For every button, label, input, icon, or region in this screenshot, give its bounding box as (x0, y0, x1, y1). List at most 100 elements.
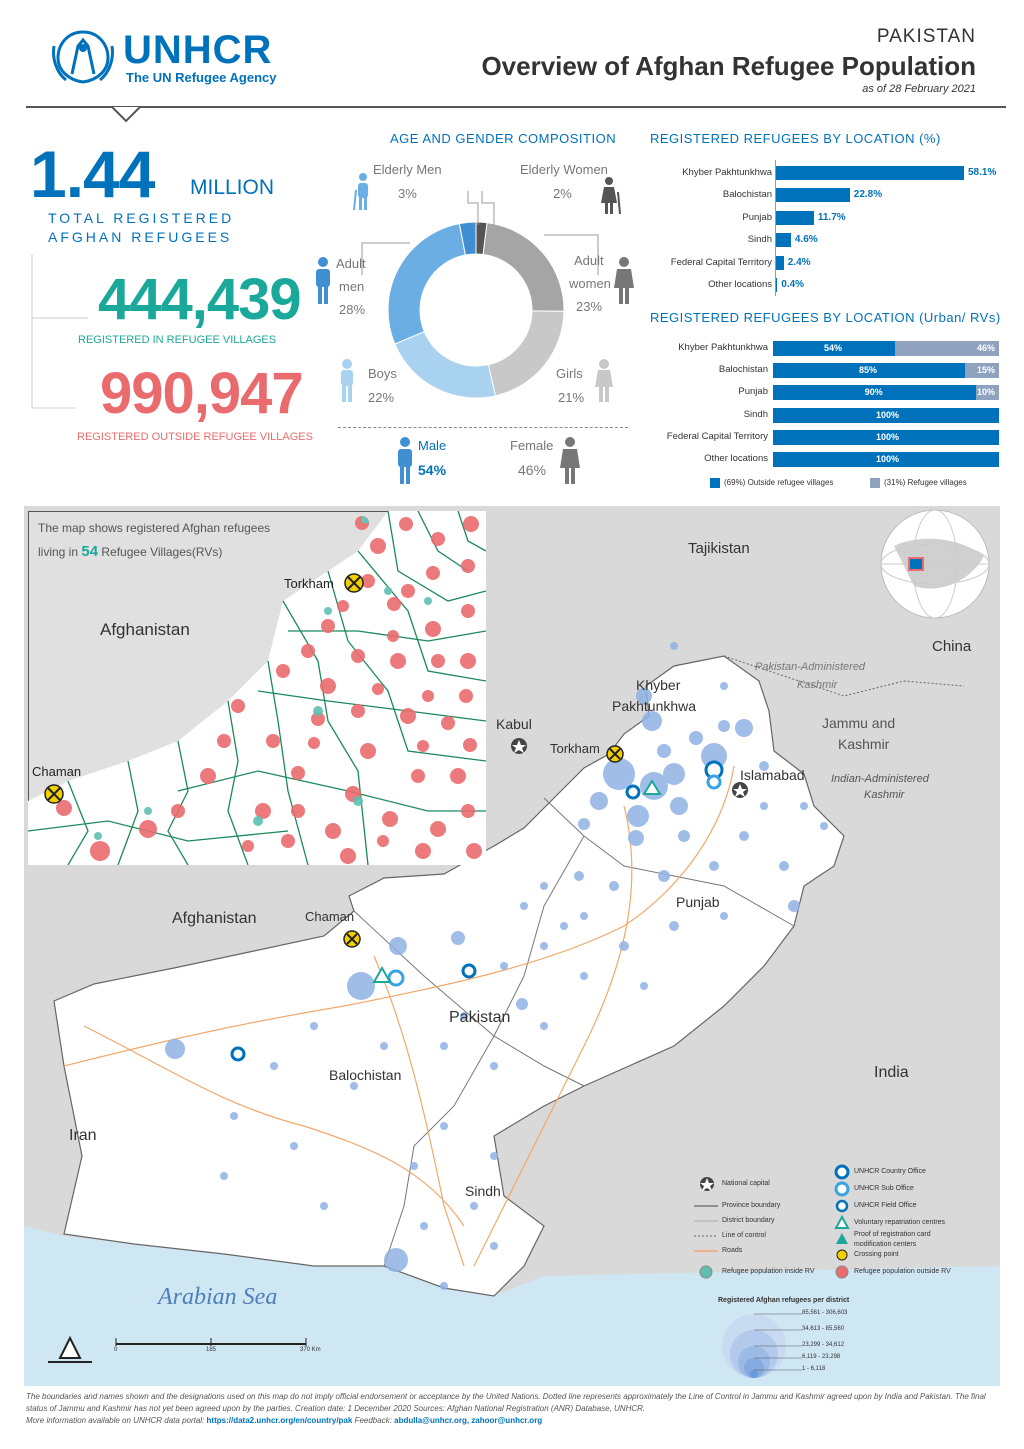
feedback-emails-link[interactable]: abdulla@unhcr.org, zahoor@unhcr.org (394, 1416, 543, 1425)
legend-field-office: UNHCR Field Office (854, 1202, 917, 1209)
label-islamabad: Islamabad (740, 767, 805, 783)
urban-rv-label: Other locations (704, 453, 768, 464)
urban-rv-label: Sindh (743, 408, 768, 420)
sub-office-icon-1 (387, 969, 405, 987)
district-circles (165, 642, 828, 1290)
north-arrow-icon (48, 1335, 92, 1363)
label-sindh: Sindh (465, 1183, 501, 1199)
label-jk-1: Jammu and (822, 715, 896, 731)
field-office-icon-2 (230, 1046, 246, 1062)
urban-rv-outside-bar (773, 407, 999, 423)
label-ind-kashmir-1: Indian-Administered (831, 773, 929, 785)
legend-province-boundary: Province boundary (722, 1202, 781, 1209)
capital-kabul-icon (511, 738, 527, 754)
legend-size-4: 6,119 - 23,298 (802, 1354, 841, 1360)
label-jk-2: Kashmir (838, 736, 890, 752)
urban-rv-title: REGISTERED REFUGEES BY LOCATION (Urban/ … (650, 310, 1001, 325)
location-bar-value: 4.6% (794, 234, 818, 246)
urban-rv-outside-value: 100% (876, 431, 900, 442)
province-boundary-4 (493, 835, 585, 1037)
legend-outside-swatch (710, 478, 720, 488)
legend-sub-office: UNHCR Sub Office (854, 1185, 914, 1192)
out-rv-label: REGISTERED OUTSIDE REFUGEE VILLAGES (77, 431, 313, 443)
header-rule (26, 106, 1006, 108)
legend-roads: Roads (722, 1247, 743, 1254)
inset-label-torkham: Torkham (284, 576, 334, 591)
adult-men-label-2: men (339, 279, 365, 294)
legend-size-1: 85,561 - 306,603 (802, 1310, 848, 1316)
inset-crossing-chaman (44, 784, 64, 804)
label-afghanistan: Afghanistan (172, 910, 257, 927)
adult-men-label-1: Adult (336, 256, 366, 271)
location-bar (776, 278, 778, 292)
label-china: China (932, 638, 972, 655)
location-bar-label: Punjab (742, 211, 772, 223)
urban-rv-outside-value: 100% (876, 454, 900, 464)
legend-inside-label: (31%) Refugee villages (884, 478, 967, 487)
line-of-control (723, 655, 965, 697)
location-pct-title: REGISTERED REFUGEES BY LOCATION (%) (650, 131, 941, 146)
legend-por-2: modification centers (854, 1241, 917, 1248)
location-bar-value: 11.7% (817, 211, 846, 223)
inset-pakistan-area (28, 511, 486, 865)
location-bar (776, 255, 784, 270)
urban-rv-label: Punjab (738, 386, 768, 398)
logo-tagline: The UN Refugee Agency (126, 70, 277, 85)
location-bar-value: 2.4% (787, 256, 811, 268)
legend-inside-swatch (870, 478, 880, 488)
province-boundary-3 (543, 797, 795, 927)
capital-islamabad-icon (732, 782, 748, 798)
footnote-more-info: More information available on UNHCR data… (26, 1416, 207, 1425)
crossing-point-torkham (606, 745, 624, 763)
location-bar (776, 188, 850, 203)
legend-national-capital: National capital (722, 1180, 770, 1187)
legend-por-1: Proof of registration card (854, 1231, 931, 1238)
urban-rv-outside-bar (773, 429, 999, 445)
urban-rv-inside-value: 46% (977, 343, 996, 353)
location-bar-label: Other locations (708, 279, 772, 290)
adult-women-label-1: Adult (574, 253, 604, 268)
urban-rv-label: Federal Capital Territory (666, 430, 768, 442)
female-pct: 46% (518, 462, 547, 478)
elderly-man-icon (353, 173, 368, 211)
male-pct: 54% (418, 462, 447, 478)
label-chaman: Chaman (305, 909, 355, 924)
legend-outside-rv: Refugee population outside RV (854, 1268, 951, 1275)
urban-rv-outside-bar (773, 341, 896, 356)
urban-rv-outside-value: 100% (876, 409, 900, 420)
in-rv-value: 444,439 (98, 267, 302, 332)
total-value: 1.44 (30, 137, 155, 211)
urban-rv-outside-value: 85% (859, 365, 878, 376)
location-bar-label: Federal Capital Territory (670, 256, 772, 268)
date-label: as of 28 February 2021 (862, 83, 976, 95)
location-bar-value: 58.1% (968, 167, 997, 178)
label-kp-1: Khyber (636, 677, 681, 693)
legend-line-of-control: Line of control (722, 1232, 766, 1239)
location-bar-value: 0.4% (781, 279, 805, 290)
inset-crossing-torkham (344, 573, 364, 593)
label-balochistan: Balochistan (329, 1067, 402, 1083)
donut-slice-adult-men (387, 223, 466, 345)
data-portal-link[interactable]: https://data2.unhcr.org/en/country/pak (206, 1416, 353, 1425)
legend-country-office: UNHCR Country Office (854, 1168, 926, 1175)
inset-caption-1: The map shows registered Afghan refugees (38, 521, 271, 535)
urban-rv-inside-value: 15% (977, 365, 996, 376)
label-punjab: Punjab (676, 894, 720, 910)
urban-rv-outside-value: 90% (864, 387, 883, 398)
inset-label-afghanistan: Afghanistan (100, 620, 190, 639)
scale-max: 370 Km (300, 1347, 321, 1353)
legend-size-5: 1 - 6,118 (802, 1366, 826, 1372)
legend-symbols (694, 1164, 850, 1279)
urban-rv-outside-bar (773, 452, 999, 467)
footnote-feedback-label: Feedback: (352, 1416, 395, 1425)
location-bar-label: Balochistan (722, 189, 772, 201)
unhcr-emblem-icon (52, 30, 114, 84)
crossing-point-chaman (343, 930, 361, 948)
elderly-men-pct: 3% (398, 186, 417, 201)
logo-name: UNHCR (123, 28, 273, 72)
label-iran: Iran (69, 1127, 97, 1144)
label-pakistan: Pakistan (449, 1009, 511, 1026)
field-office-icon-1 (461, 963, 477, 979)
urban-rv-inside-bar (965, 363, 999, 379)
location-bar-value: 22.8% (853, 189, 883, 201)
